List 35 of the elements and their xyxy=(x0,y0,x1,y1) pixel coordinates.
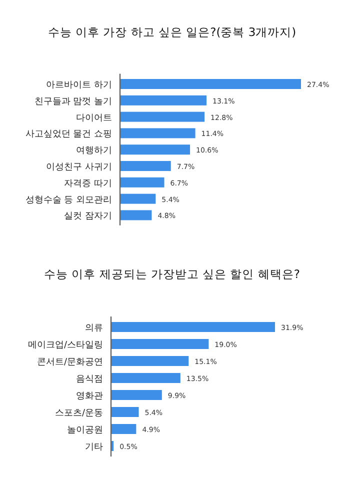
y-tick-label: 의류 xyxy=(85,324,103,334)
bar xyxy=(120,112,205,122)
y-tick-label: 메이크업/스타일링 xyxy=(28,340,103,350)
chart-title: 수능 이후 가장 하고 싶은 일은?(중복 3개까지) xyxy=(48,25,296,39)
bar xyxy=(111,322,275,332)
bar xyxy=(111,407,139,417)
y-tick-label: 영화관 xyxy=(76,392,103,402)
chart-title: 수능 이후 제공되는 가장받고 싶은 할인 혜택은? xyxy=(44,267,300,281)
y-tick-label: 자격증 따기 xyxy=(64,178,112,189)
bar xyxy=(120,210,152,220)
bar xyxy=(111,339,209,349)
bar xyxy=(120,177,164,188)
bar xyxy=(111,390,162,400)
bar xyxy=(120,79,301,89)
bar xyxy=(120,161,171,171)
bar xyxy=(111,424,136,434)
y-tick-label: 놀이공원 xyxy=(67,426,103,436)
y-tick-label: 실컷 잠자기 xyxy=(64,212,112,222)
y-tick-label: 다이어트 xyxy=(76,113,112,124)
y-tick-label: 스포츠/운동 xyxy=(54,408,103,418)
bar xyxy=(120,128,196,138)
y-tick-label: 기타 xyxy=(85,442,103,452)
y-tick-label: 사고싶었던 물건 쇼핑 xyxy=(25,130,112,140)
y-tick-label: 아르바이트 하기 xyxy=(46,80,112,90)
bar xyxy=(120,95,207,106)
y-tick-label: 성형수술 등 외모관리 xyxy=(25,195,112,206)
bar xyxy=(120,194,156,204)
bar xyxy=(111,373,180,383)
bar xyxy=(120,144,190,155)
y-tick-label: 여행하기 xyxy=(76,146,112,156)
y-tick-label: 이성친구 사귀기 xyxy=(46,162,112,172)
y-tick-label: 콘서트/문화공연 xyxy=(36,358,103,368)
bar xyxy=(111,356,189,366)
y-tick-label: 친구들과 맘껏 놀기 xyxy=(34,96,112,107)
y-tick-label: 음식점 xyxy=(76,374,103,384)
